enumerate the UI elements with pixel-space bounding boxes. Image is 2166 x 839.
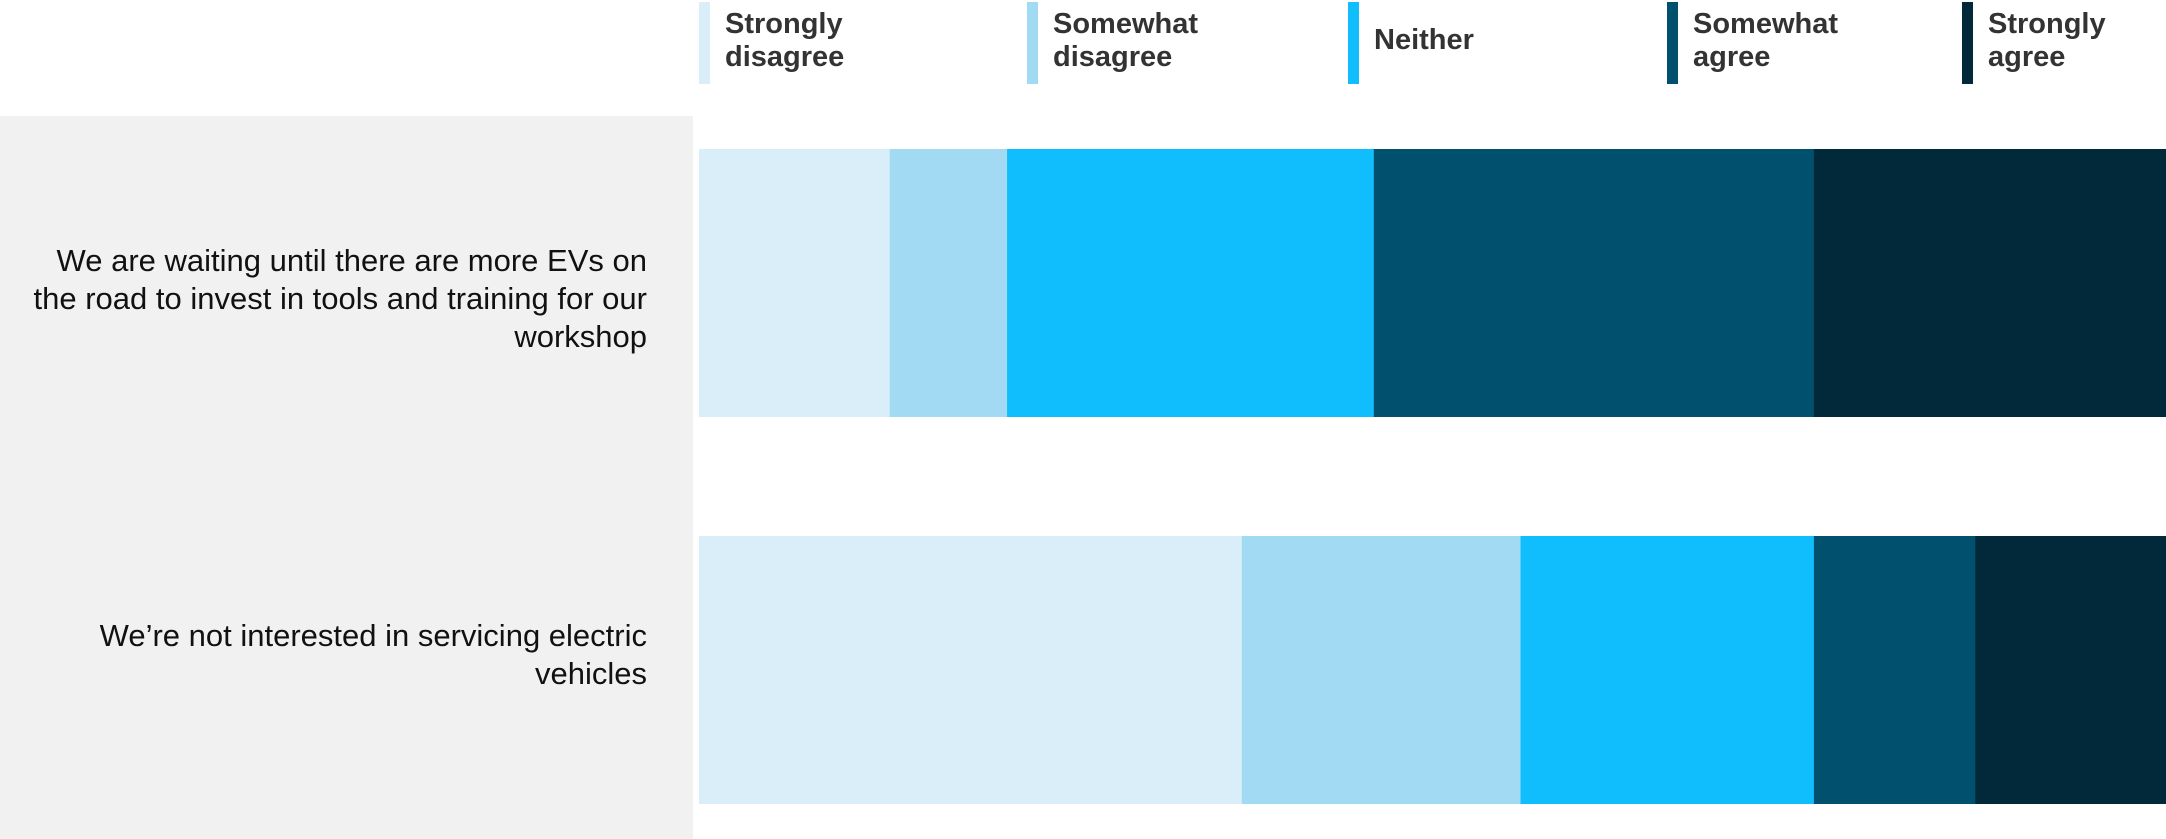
legend-swatch-neither <box>1348 2 1359 84</box>
bar-segment-1-neither <box>1007 149 1375 417</box>
bar-segment-2-strongly-agree <box>1975 536 2166 804</box>
bar-segment-2-neither <box>1520 536 1815 804</box>
legend-swatch-somewhat-agree <box>1667 2 1678 84</box>
legend-label-somewhat-disagree: Somewhat disagree <box>1053 8 1199 73</box>
chart-legend: Strongly disagree Somewhat disagree Neit… <box>0 0 2166 90</box>
category-label-1: We are waiting until there are more EVs … <box>33 243 647 354</box>
category-label-panel <box>0 116 693 839</box>
bar-segment-2-somewhat-agree <box>1813 536 1976 804</box>
legend-label-neither: Neither <box>1374 24 1474 56</box>
legend-swatch-strongly-disagree <box>699 2 710 84</box>
legend-label-strongly-disagree: Strongly disagree <box>725 8 845 73</box>
category-label-2: We’re not interested in servicing electr… <box>99 618 647 691</box>
legend-label-strongly-agree: Strongly agree <box>1988 8 2106 73</box>
legend-label-somewhat-agree: Somewhat agree <box>1693 8 1839 73</box>
bar-segment-2-somewhat-disagree <box>1241 536 1522 804</box>
bar-segment-1-strongly-disagree <box>699 149 891 417</box>
legend-swatch-somewhat-disagree <box>1027 2 1038 84</box>
bar-segment-1-somewhat-agree <box>1373 149 1815 417</box>
bar-segment-2-strongly-disagree <box>699 536 1243 804</box>
legend-swatch-strongly-agree <box>1962 2 1973 84</box>
bar-segment-1-somewhat-disagree <box>889 149 1008 417</box>
bar-segment-1-strongly-agree <box>1813 149 2166 417</box>
